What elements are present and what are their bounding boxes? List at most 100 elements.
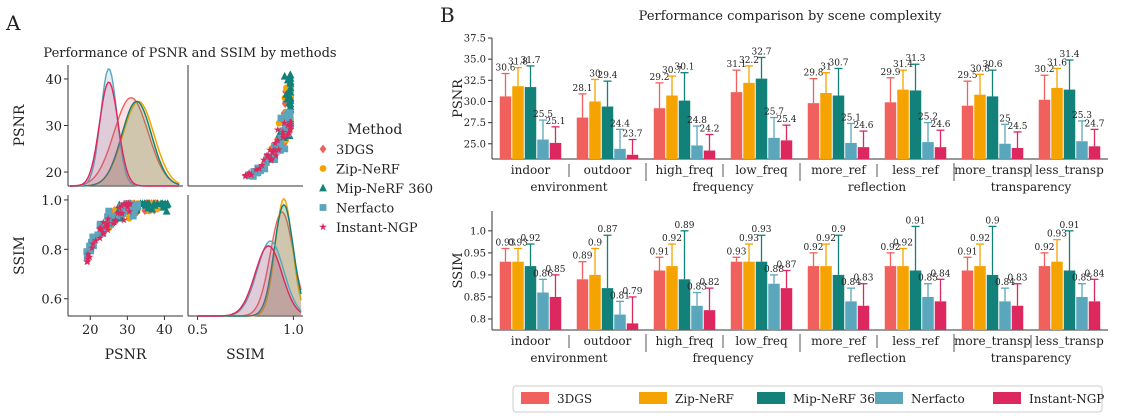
group-label: transparency xyxy=(991,351,1072,365)
data-label: 0.93 xyxy=(739,234,759,244)
data-label: 24.8 xyxy=(687,116,707,126)
scatter-point-Instant-NGP xyxy=(286,125,295,133)
kde-curve-Instant-NGP xyxy=(197,245,302,317)
data-label: 31.4 xyxy=(1059,50,1079,60)
scatter-point-Nerfacto xyxy=(89,233,97,241)
scatter-point-Instant-NGP xyxy=(85,253,94,261)
bar-Mip-NeRF 360 xyxy=(986,96,999,159)
scatter-point-Nerfacto xyxy=(261,165,269,173)
group-label: reflection xyxy=(848,351,907,365)
scatter-point-Nerfacto xyxy=(282,117,290,125)
data-label: 32.7 xyxy=(751,47,771,57)
data-label: 0.84 xyxy=(930,269,950,279)
scatter-point-Instant-NGP xyxy=(91,236,100,244)
x-tick-label: more_transp xyxy=(954,163,1031,177)
y-tick-label: 30.0 xyxy=(464,97,486,108)
data-label: 0.81 xyxy=(610,291,630,301)
data-label: 0.93 xyxy=(508,238,528,248)
legend-marker-Zip-NeRF xyxy=(319,165,327,172)
bar-Zip-NeRF xyxy=(666,95,678,159)
group-label: environment xyxy=(530,180,607,194)
scatter-point-Instant-NGP xyxy=(123,203,132,211)
bar-panel: 25.0 27.5 30.0 32.5 35.0 37.5 PSNR 30.6 28.1 29.2… xyxy=(451,34,1108,413)
bar-Instant-NGP xyxy=(1088,301,1101,330)
scatter-point-Instant-NGP xyxy=(84,250,92,258)
bar-Zip-NeRF xyxy=(974,266,986,330)
scatter-point-Nerfacto xyxy=(282,113,290,120)
data-label: 0.92 xyxy=(880,243,900,253)
scatter-point-Instant-NGP xyxy=(273,136,282,144)
scatter-point-Instant-NGP xyxy=(126,199,134,208)
data-label: 0.83 xyxy=(853,274,873,284)
data-label: 29.5 xyxy=(957,71,977,81)
scatter-point-Instant-NGP xyxy=(113,209,122,217)
legend-marker-Mip-NeRF 360 xyxy=(319,183,327,192)
data-label: 0.83 xyxy=(687,283,707,293)
scatter-point-Nerfacto xyxy=(282,122,289,130)
data-label: 24.7 xyxy=(1084,119,1104,129)
scatter-point-Instant-NGP xyxy=(241,171,250,179)
panel-label-b: B xyxy=(440,3,455,27)
data-label: 0.91 xyxy=(649,247,669,257)
scatter-point-Nerfacto xyxy=(108,212,116,220)
data-label: 24.6 xyxy=(853,121,873,131)
bar-Instant-NGP xyxy=(1088,146,1101,159)
scatter-point-Instant-NGP xyxy=(271,139,279,147)
data-label: 32.2 xyxy=(739,56,759,66)
y-tick-label: 32.5 xyxy=(464,76,486,87)
bar-Nerfacto xyxy=(768,283,780,330)
scatter-point-Instant-NGP xyxy=(115,203,124,211)
data-label: 30.8 xyxy=(970,64,990,74)
scatter-point-Instant-NGP xyxy=(274,145,283,153)
data-label: 30.2 xyxy=(1034,65,1054,75)
scatter-point-Instant-NGP xyxy=(99,218,108,226)
y-tick-label: 1.0 xyxy=(41,194,62,209)
data-label: 0.92 xyxy=(1034,243,1054,253)
y-tick-label: 37.5 xyxy=(464,34,486,45)
kde-curve-Mip-NeRF 360 xyxy=(69,100,180,187)
kde-area-Instant-NGP xyxy=(69,82,180,186)
bar-Nerfacto xyxy=(537,292,549,330)
bar-Zip-NeRF xyxy=(743,261,755,330)
x-tick-label: 20 xyxy=(82,323,99,338)
data-label: 0.89 xyxy=(572,252,592,262)
data-label: 30 xyxy=(589,69,601,79)
bar-Mip-NeRF 360 xyxy=(601,106,614,159)
data-label: 25.5 xyxy=(533,110,553,120)
legend-label-Instant-NGP: Instant-NGP xyxy=(1029,392,1104,406)
scatter-point-Instant-NGP xyxy=(83,257,92,265)
legend-label-Mip-NeRF 360: Mip-NeRF 360 xyxy=(336,182,433,197)
scatter-point-Instant-NGP xyxy=(264,151,273,160)
y-tick-label: 35.0 xyxy=(464,55,486,66)
data-label: 24.4 xyxy=(610,119,630,129)
bar-Instant-NGP xyxy=(703,310,716,330)
scatter-point-Nerfacto xyxy=(113,212,121,220)
legend-swatch-3DGS xyxy=(521,392,549,404)
data-label: 0.86 xyxy=(533,269,553,279)
data-label: 30.7 xyxy=(828,58,848,68)
y-axis-label-ssim: SSIM xyxy=(12,236,28,275)
x-tick-label: outdoor xyxy=(584,334,632,348)
data-label: 0.91 xyxy=(1059,221,1079,231)
scatter-point-Instant-NGP xyxy=(99,228,107,236)
bar-3DGS xyxy=(807,266,820,330)
bar-Zip-NeRF xyxy=(589,101,601,159)
scatter-point-Instant-NGP xyxy=(284,121,292,129)
x-axis-label-ssim: SSIM xyxy=(226,347,265,363)
legend-swatch-Mip-NeRF 360 xyxy=(757,392,785,404)
group-label: environment xyxy=(530,351,607,365)
data-label: 25 xyxy=(999,114,1011,124)
data-label: 25.1 xyxy=(841,113,861,123)
scatter-point-Mip-NeRF 360 xyxy=(162,200,171,209)
scatter-point-Instant-NGP xyxy=(117,201,126,210)
scatter-point-Nerfacto xyxy=(250,168,258,175)
scatter-point-Nerfacto xyxy=(277,134,285,142)
data-label: 0.93 xyxy=(495,238,515,248)
kde-area-3DGS xyxy=(69,97,180,186)
y-tick-label: 40 xyxy=(45,73,62,88)
bar-Zip-NeRF xyxy=(974,94,986,159)
scatter-point-Mip-NeRF 360 xyxy=(280,71,289,80)
x-tick-label: outdoor xyxy=(584,163,632,177)
scatter-point-Mip-NeRF 360 xyxy=(150,199,158,208)
